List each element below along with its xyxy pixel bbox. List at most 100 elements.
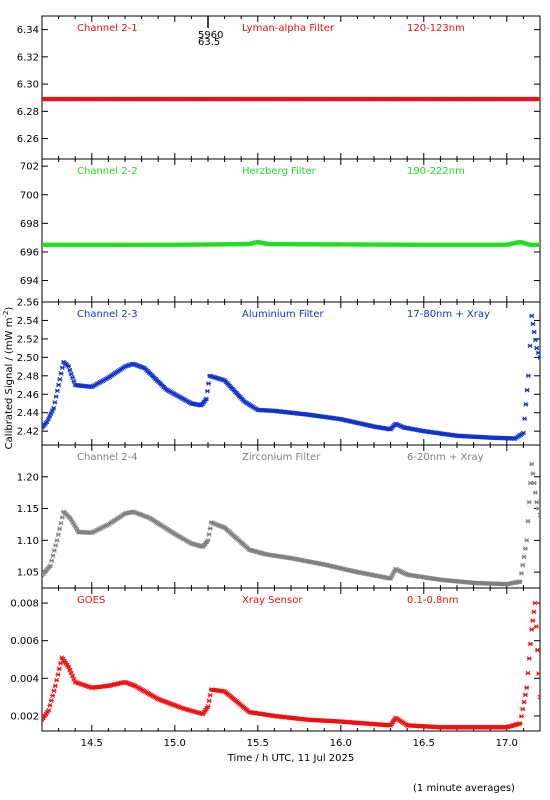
data-point — [530, 618, 536, 623]
y-tick-label: 0.008 — [10, 599, 39, 610]
data-point — [532, 600, 538, 606]
data-point — [537, 512, 540, 518]
data-point — [47, 414, 53, 419]
panel-1: 6.26 6.28 6.30 6.32 6.34 Channel 2-1 Lyman-alp… — [17, 15, 541, 160]
event-marker-label-bottom: 63.5 — [198, 37, 220, 48]
y-tick-label: 6.32 — [17, 52, 39, 63]
y-tick-label: 2.44 — [17, 408, 39, 419]
data-point — [524, 537, 530, 543]
data-point — [524, 685, 530, 691]
data-point — [529, 313, 535, 319]
y-tick-label: 2.48 — [17, 371, 39, 382]
x-axis-title: Time / h UTC, 11 Jul 2025 — [227, 753, 355, 764]
data-point — [71, 676, 77, 682]
data-point — [44, 419, 50, 425]
data-point — [70, 520, 76, 526]
data-point — [50, 553, 56, 558]
x-tick-label: 17.0 — [496, 738, 518, 749]
panel-frame — [41, 15, 541, 160]
y-axis-title-main: Calibrated Signal / (mW m — [4, 318, 15, 450]
y-tick-label: 1.10 — [17, 536, 39, 547]
y-tick-label: 700 — [20, 190, 39, 201]
panel-band-label: 0.1-0.8nm — [407, 595, 459, 606]
x-tick-label: 15.0 — [164, 738, 186, 749]
y-tick-label: 2.46 — [17, 390, 39, 401]
data-point — [55, 532, 61, 537]
data-point — [54, 677, 60, 683]
data-point — [53, 394, 59, 399]
panel-filter-label: Lyman-alpha Filter — [242, 23, 335, 34]
data-point — [51, 405, 57, 411]
panel-filter-label: Aluminium Filter — [242, 309, 325, 320]
data-point — [537, 96, 540, 102]
data-point — [49, 558, 55, 564]
y-tick-label: 6.30 — [17, 80, 39, 91]
data-point — [47, 563, 53, 569]
x-tick-label: 14.5 — [81, 738, 103, 749]
data-point — [525, 373, 531, 379]
y-tick-label: 1.20 — [17, 472, 39, 483]
data-point — [70, 673, 75, 679]
panel-2: 694 696 698 700 702 Channel 2-2 Herzberg Filte… — [20, 158, 541, 303]
panel-band-label: 6-20nm + Xray — [407, 452, 484, 463]
data-point — [205, 704, 211, 709]
data-point — [533, 624, 539, 629]
data-point — [46, 707, 52, 713]
data-point — [531, 609, 537, 615]
y-tick-label: 2.52 — [17, 334, 39, 345]
data-point — [51, 548, 57, 553]
data-point — [517, 721, 523, 726]
y-axis-title-end: ) — [4, 307, 15, 311]
data-point — [536, 242, 540, 248]
panels: 6.26 6.28 6.30 6.32 6.34 Channel 2-1 Lyman-alp… — [10, 15, 541, 732]
data-point — [59, 365, 65, 371]
data-point — [48, 698, 54, 703]
data-point — [522, 692, 528, 698]
panel-channel-label: Channel 2-1 — [77, 23, 138, 34]
data-point — [522, 546, 528, 551]
data-point — [206, 698, 212, 704]
data-point — [537, 355, 540, 360]
data-point — [522, 416, 528, 422]
panel-channel-label: Channel 2-4 — [77, 452, 138, 463]
panel-channel-label: Channel 2-2 — [77, 166, 138, 177]
panel-5: 0.002 0.004 0.006 0.008 GOES Xray Sensor 0.1-0… — [10, 587, 541, 732]
data-point — [67, 367, 73, 373]
data-point — [70, 375, 75, 381]
data-point — [203, 396, 209, 402]
data-series — [42, 96, 540, 102]
data-point — [54, 537, 60, 543]
data-point — [536, 671, 540, 676]
data-point — [521, 554, 527, 560]
data-point — [519, 713, 524, 719]
y-tick-label: 0.002 — [10, 711, 39, 722]
panel-3: 2.42 2.44 2.46 2.48 2.50 2.52 2.54 2.56 Channel … — [17, 298, 541, 446]
data-series — [42, 600, 540, 730]
y-axis-title-superscript: -2 — [2, 311, 10, 318]
data-point — [49, 408, 55, 414]
panel-band-label: 120-123nm — [407, 23, 465, 34]
panel-frame — [41, 587, 541, 732]
y-axis-title: Calibrated Signal / (mW m-2) — [2, 307, 15, 450]
y-tick-label: 2.56 — [17, 298, 39, 309]
data-point — [519, 571, 524, 576]
panel-channel-label: GOES — [77, 595, 105, 606]
footnote: (1 minute averages) — [413, 783, 515, 794]
y-tick-label: 698 — [20, 219, 39, 230]
data-point — [58, 520, 64, 526]
data-point — [71, 378, 77, 384]
panel-channel-label: Channel 2-3 — [77, 309, 138, 320]
data-point — [58, 660, 63, 666]
data-point — [45, 416, 51, 422]
data-point — [523, 402, 529, 407]
panel-4: 1.05 1.10 1.15 1.20 Channel 2-4 Zirconium Fil… — [17, 444, 541, 589]
data-point — [531, 329, 537, 335]
data-point — [47, 703, 53, 708]
y-tick-label: 6.28 — [17, 107, 39, 118]
data-point — [534, 345, 540, 351]
data-point — [68, 371, 74, 377]
data-point — [388, 576, 393, 581]
data-point — [71, 522, 77, 528]
data-point — [67, 515, 73, 521]
data-point — [205, 537, 211, 543]
